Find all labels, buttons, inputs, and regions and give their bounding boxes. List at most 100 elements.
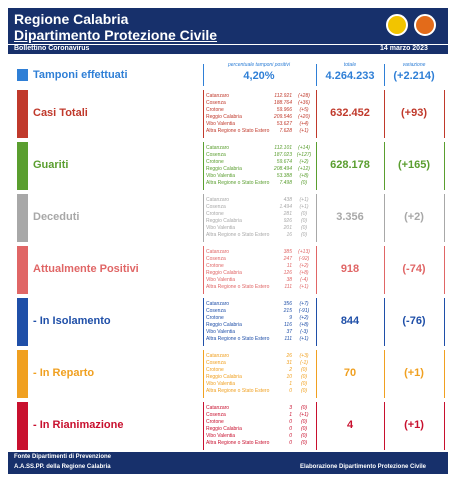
district-name: Cosenza xyxy=(206,412,226,418)
district-value: 111 xyxy=(284,336,292,342)
district-value: 1 xyxy=(289,381,292,387)
district-change: (+127) xyxy=(296,152,312,158)
separator xyxy=(384,246,385,294)
district-name: Reggio Calabria xyxy=(206,166,242,172)
district-change: (0) xyxy=(300,419,308,425)
district-change: (0) xyxy=(300,433,308,439)
district-change: (0) xyxy=(300,225,308,231)
district-change: (+8) xyxy=(299,173,309,179)
separator xyxy=(316,402,317,450)
district-value: 187.023 xyxy=(273,152,292,158)
district-value: 11 xyxy=(286,263,292,269)
total: 4.264.233 xyxy=(325,70,375,82)
district-change: (-4) xyxy=(300,277,308,283)
district-name: Vibo Valentia xyxy=(206,433,236,439)
section-change: (+93) xyxy=(401,107,427,119)
section-label: - In Reparto xyxy=(33,367,95,379)
district-value: 7.628 xyxy=(279,128,292,134)
section-change: (+1) xyxy=(404,367,424,379)
district-value: 385 xyxy=(283,249,292,255)
district-name: Altra Regione o Stato Estero xyxy=(206,180,270,186)
district-value: 215 xyxy=(283,308,292,314)
district-change: (+14) xyxy=(298,145,310,151)
color-bar xyxy=(17,194,28,242)
district-value: 0 xyxy=(289,419,292,425)
separator xyxy=(316,90,317,138)
district-name: Catanzaro xyxy=(206,249,230,255)
district-value: 438 xyxy=(283,197,292,203)
district-change: (+28) xyxy=(298,93,310,99)
separator xyxy=(203,194,204,242)
percent: 4,20% xyxy=(243,70,275,82)
district-change: (0) xyxy=(300,374,308,380)
district-name: Cosenza xyxy=(206,152,226,158)
logo xyxy=(386,14,408,36)
district-value: 926 xyxy=(283,218,292,224)
district-name: Catanzaro xyxy=(206,301,230,307)
separator xyxy=(444,350,445,398)
small-header: totale xyxy=(343,62,357,68)
district-name: Catanzaro xyxy=(206,145,230,151)
bulletin: Bollettino Coronavirus xyxy=(14,45,90,52)
separator xyxy=(444,90,445,138)
color-bar xyxy=(17,298,28,346)
district-change: (+36) xyxy=(298,100,310,106)
separator xyxy=(384,298,385,346)
separator xyxy=(203,246,204,294)
district-change: (+1) xyxy=(299,197,309,203)
district-value: 26 xyxy=(286,353,292,359)
district-value: 208.494 xyxy=(273,166,292,172)
color-bar xyxy=(17,246,28,294)
color-bar xyxy=(17,402,28,450)
section-change: (-76) xyxy=(402,315,426,327)
district-change: (+1) xyxy=(299,284,309,290)
section-change: (+2) xyxy=(404,211,424,223)
district-name: Catanzaro xyxy=(206,93,230,99)
section-label: - In Rianimazione xyxy=(33,419,124,431)
district-name: Altra Regione o Stato Estero xyxy=(206,232,270,238)
district-name: Reggio Calabria xyxy=(206,270,242,276)
district-value: 16 xyxy=(286,232,292,238)
district-change: (+1) xyxy=(299,204,309,210)
logo xyxy=(414,14,436,36)
district-value: 59.674 xyxy=(276,159,292,165)
section-total: 70 xyxy=(343,367,357,379)
district-name: Crotone xyxy=(206,263,224,269)
district-value: 247 xyxy=(283,256,292,262)
district-name: Crotone xyxy=(206,315,224,321)
district-change: (+2) xyxy=(299,263,309,269)
district-name: Cosenza xyxy=(206,360,226,366)
section-label: Guariti xyxy=(33,159,69,171)
district-name: Reggio Calabria xyxy=(206,322,242,328)
district-change: (0) xyxy=(300,232,308,238)
district-name: Altra Regione o Stato Estero xyxy=(206,440,270,446)
district-name: Crotone xyxy=(206,107,224,113)
separator xyxy=(203,64,204,86)
district-name: Vibo Valentia xyxy=(206,121,236,127)
separator xyxy=(316,142,317,190)
separator xyxy=(444,402,445,450)
section-change: (+165) xyxy=(397,159,431,171)
district-change: (+8) xyxy=(299,270,309,276)
separator xyxy=(203,402,204,450)
color-bar xyxy=(17,350,28,398)
separator xyxy=(316,194,317,242)
separator xyxy=(203,90,204,138)
separator xyxy=(444,298,445,346)
district-name: Altra Regione o Stato Estero xyxy=(206,388,270,394)
section-label: Attualmente Positivi xyxy=(33,263,139,275)
small-header: variazione xyxy=(402,62,426,68)
section-change: (-74) xyxy=(402,263,426,275)
district-change: (0) xyxy=(300,388,308,394)
separator xyxy=(444,194,445,242)
district-value: 112.921 xyxy=(274,93,292,99)
district-value: 1 xyxy=(289,412,292,418)
district-value: 188.764 xyxy=(273,100,292,106)
district-change: (-1) xyxy=(300,360,308,366)
color-bar xyxy=(17,142,28,190)
district-value: 112.101 xyxy=(274,145,292,151)
change: (+2.214) xyxy=(393,70,435,82)
district-name: Catanzaro xyxy=(206,353,230,359)
district-value: 31 xyxy=(286,360,292,366)
separator xyxy=(203,298,204,346)
